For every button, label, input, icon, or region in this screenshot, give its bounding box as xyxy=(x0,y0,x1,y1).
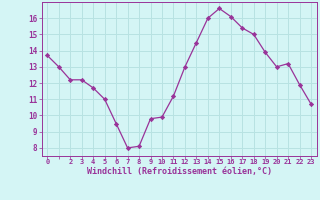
X-axis label: Windchill (Refroidissement éolien,°C): Windchill (Refroidissement éolien,°C) xyxy=(87,167,272,176)
